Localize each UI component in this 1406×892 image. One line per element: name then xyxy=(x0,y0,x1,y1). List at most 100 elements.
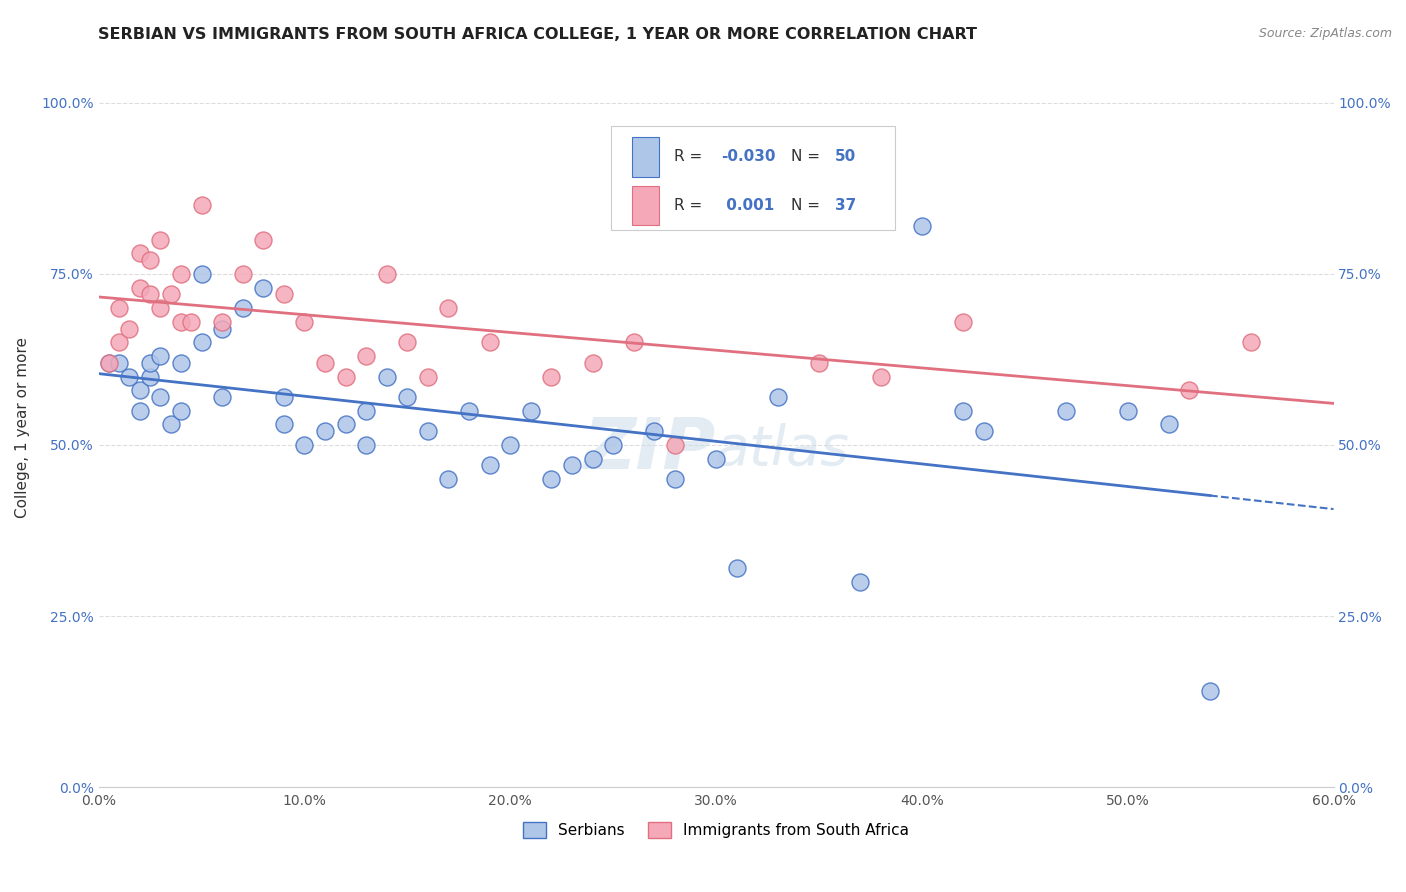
Point xyxy=(108,301,131,315)
Point xyxy=(1178,383,1201,397)
Text: -0.030: -0.030 xyxy=(721,149,776,164)
Point xyxy=(437,472,460,486)
Point xyxy=(139,253,162,268)
Point xyxy=(375,369,398,384)
Bar xyxy=(633,186,659,225)
Point xyxy=(273,417,295,432)
Point xyxy=(458,403,481,417)
Point xyxy=(211,390,233,404)
Y-axis label: College, 1 year or more: College, 1 year or more xyxy=(15,337,30,518)
Point xyxy=(335,369,357,384)
Point xyxy=(478,458,501,473)
Point xyxy=(911,219,934,233)
Point xyxy=(581,451,603,466)
Point xyxy=(252,233,274,247)
Text: 50: 50 xyxy=(835,149,856,164)
Point xyxy=(118,321,141,335)
Point xyxy=(623,335,645,350)
Point xyxy=(561,458,583,473)
Point xyxy=(354,349,377,363)
FancyBboxPatch shape xyxy=(612,126,896,230)
Point xyxy=(294,315,316,329)
Point xyxy=(252,280,274,294)
Point xyxy=(1116,403,1139,417)
Point xyxy=(170,315,193,329)
Point xyxy=(139,287,162,301)
Point xyxy=(335,417,357,432)
Point xyxy=(190,335,212,350)
Point xyxy=(520,403,543,417)
Point xyxy=(190,267,212,281)
Point xyxy=(354,438,377,452)
Point xyxy=(139,356,162,370)
Point xyxy=(170,403,193,417)
Text: 0.001: 0.001 xyxy=(721,198,775,213)
Point xyxy=(643,424,665,438)
Text: N =: N = xyxy=(792,149,825,164)
Text: R =: R = xyxy=(673,198,707,213)
Point xyxy=(159,287,181,301)
Point xyxy=(139,369,162,384)
Point xyxy=(375,267,398,281)
Point xyxy=(314,424,336,438)
Point xyxy=(294,438,316,452)
Point xyxy=(128,403,150,417)
Point xyxy=(149,233,172,247)
Point xyxy=(97,356,120,370)
Point xyxy=(97,356,120,370)
Point xyxy=(211,321,233,335)
Point xyxy=(159,417,181,432)
Point xyxy=(118,369,141,384)
Point xyxy=(664,438,686,452)
Point xyxy=(581,356,603,370)
Legend: Serbians, Immigrants from South Africa: Serbians, Immigrants from South Africa xyxy=(517,816,915,844)
Point xyxy=(149,301,172,315)
Point xyxy=(664,472,686,486)
Point xyxy=(396,390,419,404)
Point xyxy=(128,246,150,260)
Point xyxy=(232,267,254,281)
Point xyxy=(396,335,419,350)
Bar xyxy=(633,137,659,177)
Point xyxy=(766,390,789,404)
Point xyxy=(180,315,202,329)
Point xyxy=(170,356,193,370)
Point xyxy=(704,451,727,466)
Point xyxy=(478,335,501,350)
Point xyxy=(540,472,562,486)
Point xyxy=(149,390,172,404)
Point xyxy=(499,438,522,452)
Point xyxy=(952,315,974,329)
Point xyxy=(211,315,233,329)
Point xyxy=(170,267,193,281)
Point xyxy=(1157,417,1180,432)
Text: N =: N = xyxy=(792,198,825,213)
Text: R =: R = xyxy=(673,149,707,164)
Point xyxy=(602,438,624,452)
Point xyxy=(108,356,131,370)
Point xyxy=(540,369,562,384)
Point xyxy=(128,280,150,294)
Point xyxy=(869,369,891,384)
Point xyxy=(952,403,974,417)
Point xyxy=(973,424,995,438)
Text: 37: 37 xyxy=(835,198,856,213)
Point xyxy=(273,287,295,301)
Text: ZIP: ZIP xyxy=(583,415,716,483)
Point xyxy=(273,390,295,404)
Text: atlas: atlas xyxy=(716,423,851,476)
Point xyxy=(1054,403,1077,417)
Point xyxy=(437,301,460,315)
Point xyxy=(416,424,439,438)
Point xyxy=(416,369,439,384)
Point xyxy=(232,301,254,315)
Point xyxy=(149,349,172,363)
Point xyxy=(128,383,150,397)
Point xyxy=(1199,684,1222,698)
Point xyxy=(108,335,131,350)
Point xyxy=(849,574,872,589)
Point xyxy=(807,356,830,370)
Point xyxy=(725,561,748,575)
Point xyxy=(314,356,336,370)
Point xyxy=(190,198,212,212)
